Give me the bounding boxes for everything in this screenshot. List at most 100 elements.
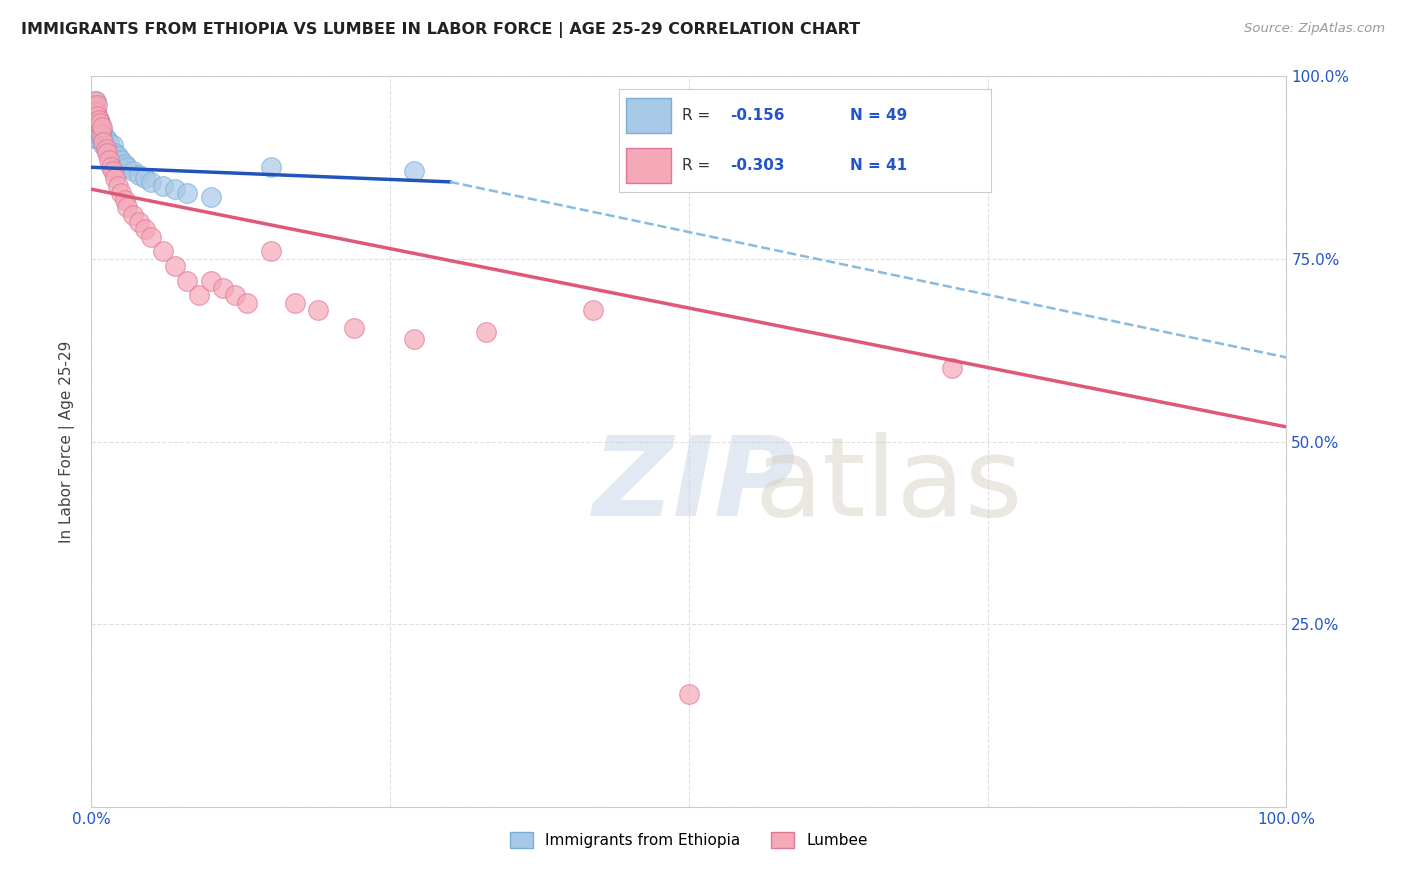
Point (114, 193, 136, 207)
Point (343, 321, 366, 335)
Point (404, 164, 426, 178)
Point (141, 229, 162, 244)
Point (84, 128, 107, 142)
Point (307, 302, 329, 317)
Text: R =: R = (682, 108, 716, 123)
Point (187, 288, 211, 302)
Point (107, 178, 129, 193)
Point (87, 123, 110, 137)
Point (83, 123, 105, 137)
Point (84, 95, 107, 109)
Point (128, 168, 150, 182)
Point (211, 281, 233, 295)
Y-axis label: In Labor Force | Age 25-29: In Labor Force | Age 25-29 (59, 341, 76, 542)
Point (582, 302, 605, 317)
Point (152, 244, 174, 259)
Text: ZIP: ZIP (593, 432, 797, 539)
Point (96, 145, 118, 160)
FancyBboxPatch shape (626, 98, 671, 133)
Point (678, 687, 700, 701)
Point (104, 145, 127, 160)
Point (163, 259, 186, 273)
Point (91, 120, 114, 134)
Point (86, 109, 108, 123)
Point (134, 171, 156, 186)
Point (89, 128, 111, 142)
Point (163, 182, 186, 196)
Point (83, 98, 105, 112)
Point (89, 116, 111, 130)
Point (941, 361, 963, 376)
Point (152, 178, 174, 193)
Point (93, 128, 114, 142)
Text: R =: R = (682, 158, 716, 173)
Point (89, 116, 111, 130)
Point (86, 120, 108, 134)
Point (98, 153, 121, 167)
Point (224, 288, 246, 302)
Point (115, 161, 138, 175)
Point (122, 208, 145, 222)
Point (200, 189, 222, 203)
Point (82, 102, 104, 116)
Point (83, 109, 105, 123)
Legend: Immigrants from Ethiopia, Lumbee: Immigrants from Ethiopia, Lumbee (503, 826, 875, 855)
Point (93, 135, 114, 149)
Text: N = 49: N = 49 (849, 108, 907, 123)
Point (101, 164, 124, 178)
Point (104, 171, 127, 186)
Point (200, 274, 222, 288)
Point (82, 120, 104, 134)
Point (84, 112, 107, 127)
Point (284, 295, 307, 310)
Point (100, 145, 122, 160)
Point (86, 109, 108, 123)
Point (84, 128, 107, 142)
Point (84, 95, 107, 109)
Point (94, 131, 117, 145)
Point (134, 222, 156, 236)
Point (259, 244, 281, 259)
Point (404, 332, 426, 346)
Text: -0.156: -0.156 (731, 108, 785, 123)
FancyBboxPatch shape (626, 148, 671, 183)
Point (84, 120, 107, 134)
Point (474, 325, 498, 339)
Point (84, 105, 107, 120)
Point (122, 164, 145, 178)
Point (86, 98, 108, 112)
Point (86, 131, 108, 145)
Point (107, 149, 129, 163)
Point (176, 186, 198, 200)
Point (101, 138, 124, 153)
Text: -0.303: -0.303 (731, 158, 785, 173)
Point (128, 215, 150, 229)
Point (84, 105, 107, 120)
Text: atlas: atlas (755, 432, 1024, 539)
Point (90, 128, 112, 142)
Point (87, 112, 110, 127)
Point (91, 123, 114, 137)
Point (115, 201, 138, 215)
Text: IMMIGRANTS FROM ETHIOPIA VS LUMBEE IN LABOR FORCE | AGE 25-29 CORRELATION CHART: IMMIGRANTS FROM ETHIOPIA VS LUMBEE IN LA… (21, 22, 860, 38)
Point (110, 153, 132, 167)
Point (110, 186, 132, 200)
Point (84, 116, 107, 130)
Point (259, 161, 281, 175)
Point (83, 131, 105, 145)
Point (84, 105, 107, 120)
Point (83, 98, 105, 112)
Point (141, 175, 162, 189)
Text: N = 41: N = 41 (849, 158, 907, 173)
Point (176, 274, 198, 288)
Point (235, 295, 259, 310)
Point (98, 135, 121, 149)
Point (83, 116, 105, 130)
Text: Source: ZipAtlas.com: Source: ZipAtlas.com (1244, 22, 1385, 36)
Point (94, 142, 117, 156)
Point (82, 116, 104, 130)
Point (114, 156, 136, 170)
Point (90, 120, 112, 134)
Point (90, 131, 112, 145)
Point (96, 142, 118, 156)
